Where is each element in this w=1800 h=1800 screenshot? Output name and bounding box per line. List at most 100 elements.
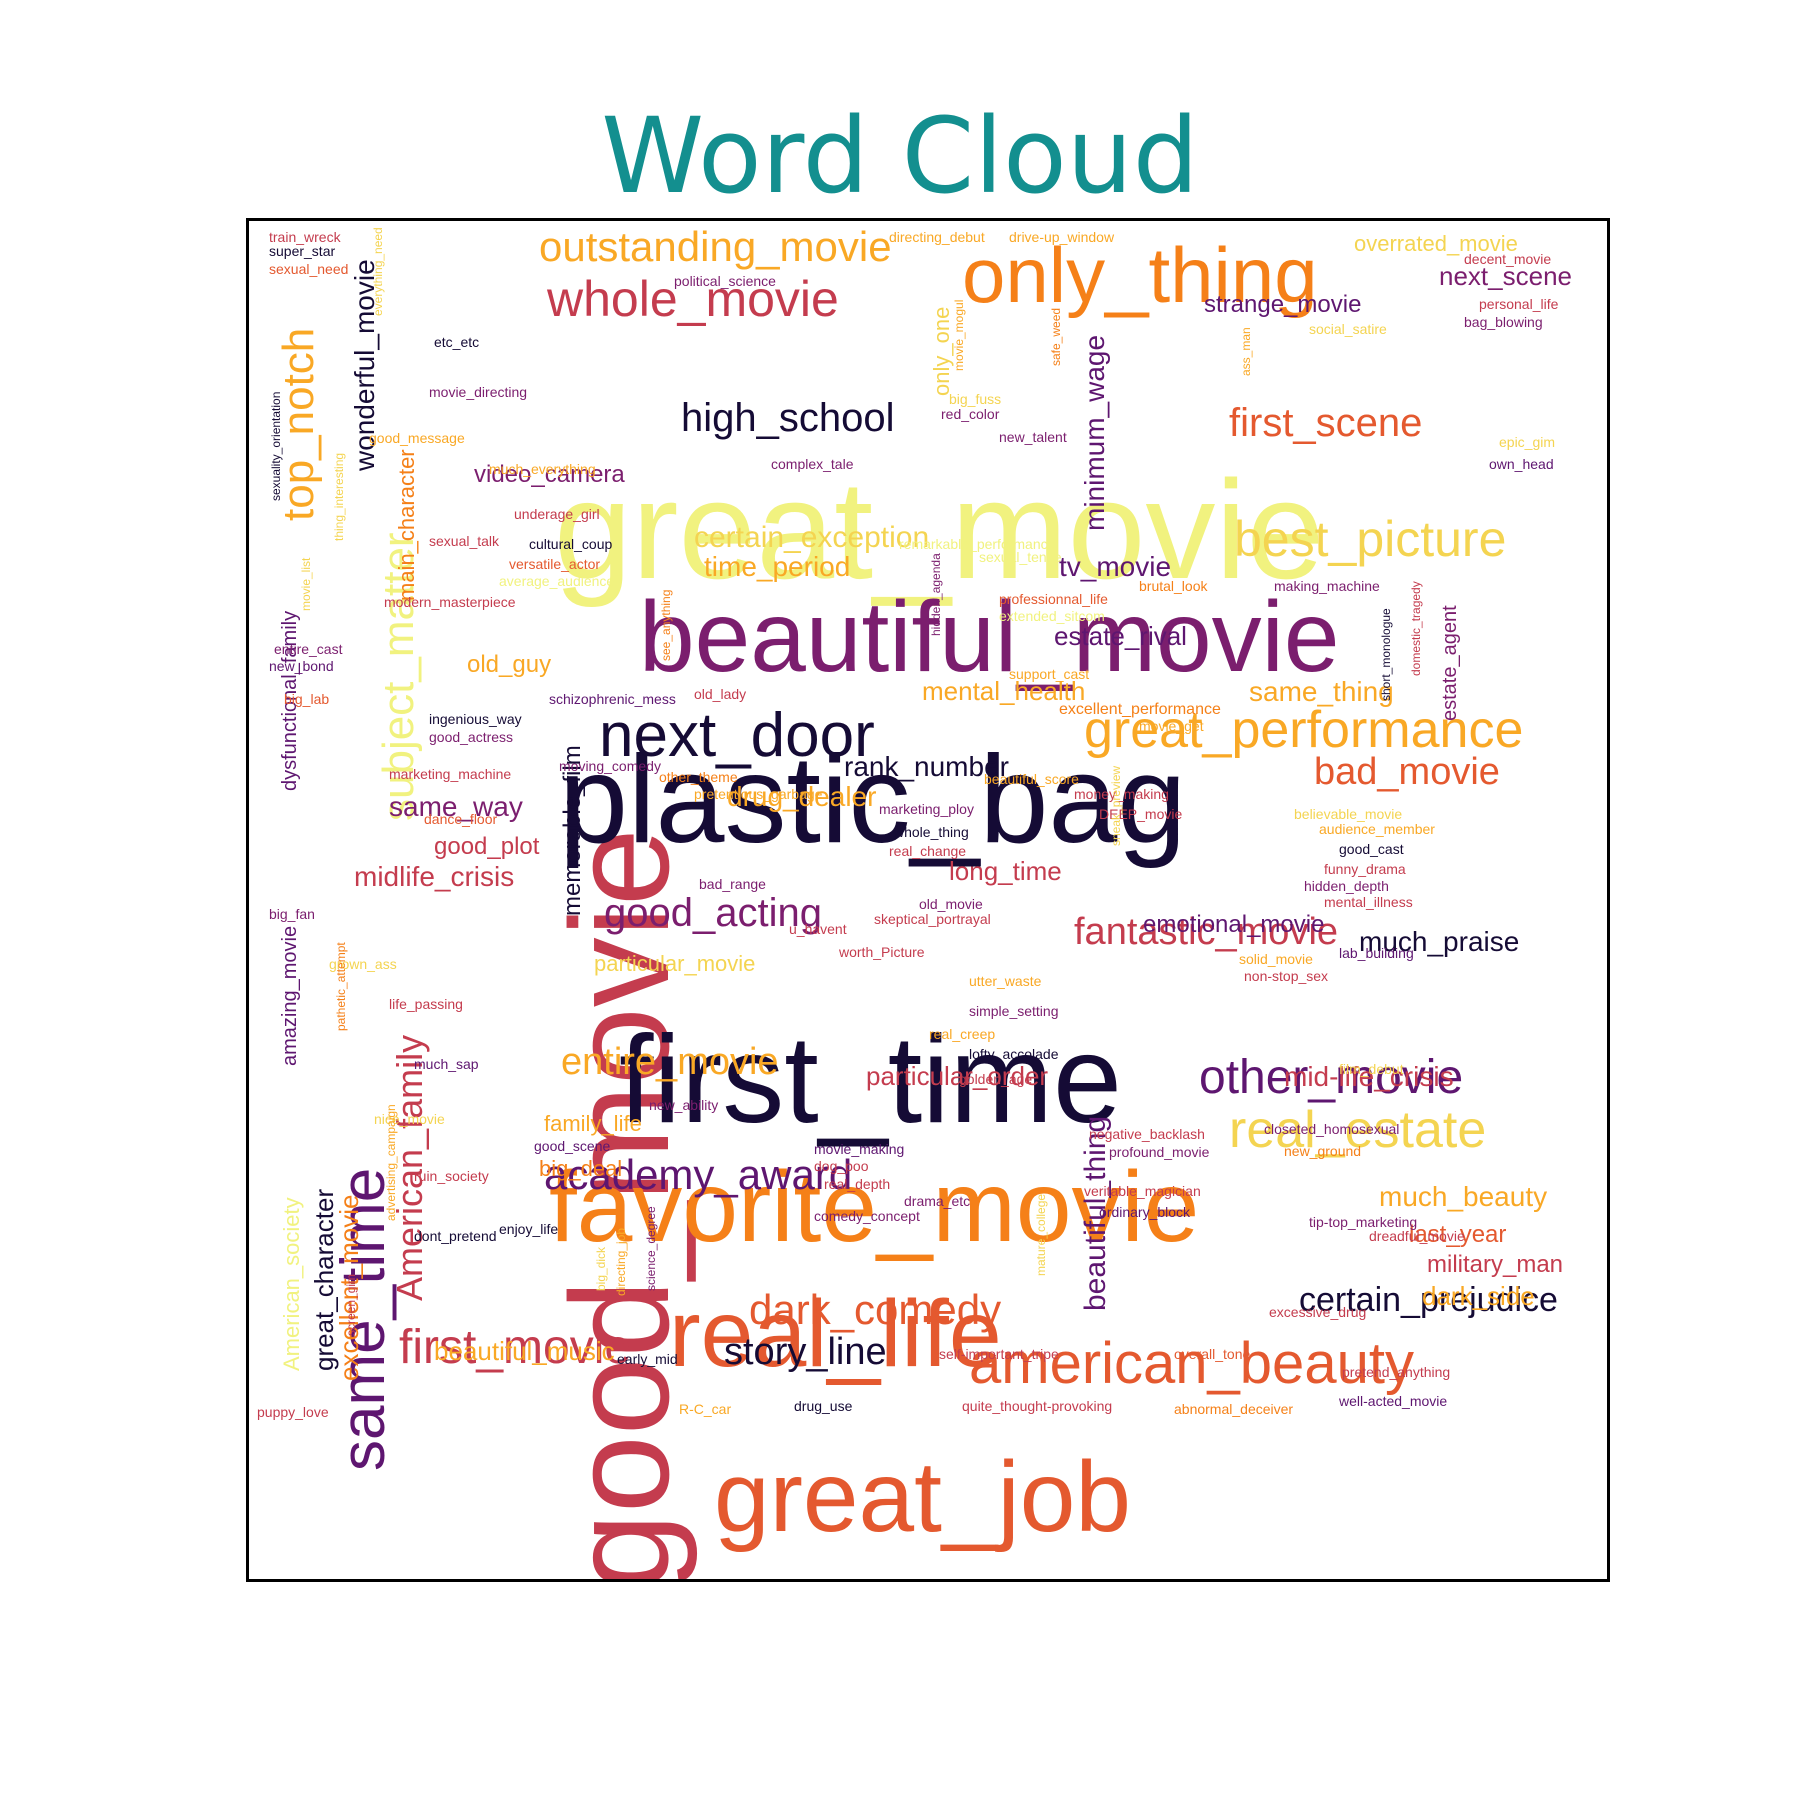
word-time-period: time_period — [704, 551, 850, 582]
word-u-havent: u_havent — [789, 921, 847, 937]
word-much-sap: much_sap — [414, 1056, 479, 1072]
word-skeptical-portrayal: skeptical_portrayal — [874, 911, 991, 927]
word-whole-movie: whole_movie — [546, 271, 839, 327]
word-only-thing: only_thing — [962, 231, 1318, 319]
word-domestic-tragedy: domestic_tragedy — [1409, 581, 1423, 676]
word-whole-thing: whole_thing — [893, 824, 969, 840]
word-particular-movie: particular_movie — [594, 951, 755, 976]
word-own-head: own_head — [1489, 456, 1554, 472]
word-moving-comedy: moving_comedy — [559, 758, 661, 774]
word-estate-agent: estate_agent — [1439, 605, 1461, 721]
word-everything-need: everything_need — [371, 227, 385, 316]
word-ordinary-block: ordinary_block — [1099, 1204, 1191, 1220]
word-good-plot: good_plot — [434, 833, 540, 860]
word-directing-job: directing_job — [614, 1228, 628, 1296]
word-audience-member: audience_member — [1319, 821, 1435, 837]
word-big-deal: big_deal — [539, 1156, 622, 1181]
word-solid-movie: solid_movie — [1239, 951, 1313, 967]
word-sexuality-orientation: sexuality_orientation — [269, 392, 283, 501]
word-story-line: story_line — [724, 1331, 887, 1373]
word-good-movie: good_movie — [541, 828, 698, 1579]
word-personal-life: personal_life — [1479, 296, 1559, 312]
word-bad-movie: bad_movie — [1314, 751, 1500, 793]
word-thing-interesting: thing_interesting — [332, 453, 346, 541]
word-mental-health: mental_health — [922, 676, 1085, 706]
word-good-actress: good_actress — [429, 729, 513, 745]
word-new-talent: new_talent — [999, 429, 1067, 445]
word-well-acted-movie: well-acted_movie — [1338, 1393, 1447, 1409]
word-hidden-agenda: hidden_agenda — [929, 553, 943, 636]
word-old-guy: old_guy — [467, 651, 551, 678]
word-underage-girl: underage_girl — [514, 506, 600, 522]
word-drug-use: drug_use — [794, 1398, 853, 1414]
word-sneak-preview: sneak_preview — [1109, 766, 1123, 846]
word-film-debut: film_debut — [1339, 1061, 1404, 1077]
word-new-ability: new_ability — [649, 1097, 718, 1113]
word-drive-up-window: drive-up_window — [1009, 229, 1115, 245]
word-minimum-wage: minimum_wage — [1079, 335, 1110, 531]
word-good-message: good_message — [369, 430, 465, 446]
word-excellent-movie: excellent_movie — [334, 1195, 364, 1381]
word-next-scene: next_scene — [1439, 261, 1572, 291]
word-deep-movie: DEEP_movie — [1099, 806, 1182, 822]
word-overall-tone: overall_tone — [1174, 1346, 1250, 1362]
word-directing-debut: directing_debut — [889, 229, 985, 245]
word-etc-etc: etc_etc — [434, 334, 479, 350]
word-plastic-bag: plastic_bag — [559, 731, 1186, 869]
word-grown-ass: grown_ass — [329, 956, 397, 972]
word-pathetic-attempt: pathetic_attempt — [334, 942, 348, 1031]
word-marketing-ploy: marketing_ploy — [879, 801, 974, 817]
word-sexual-need: sexual_need — [269, 261, 348, 277]
word-same-way: same_way — [389, 791, 523, 822]
word-midlife-crisis: midlife_crisis — [354, 861, 514, 892]
word-dark-side: dark_side — [1422, 1281, 1535, 1311]
word-dreadful-movie: dreadful_movie — [1369, 1228, 1465, 1244]
word-complex-tale: complex_tale — [771, 456, 854, 472]
word-professionnal-life: professionnal_life — [999, 591, 1108, 607]
word-entire-movie: entire_movie — [561, 1041, 779, 1083]
word-pretend-anything: pretend_anything — [1342, 1364, 1450, 1380]
word-making-machine: making_machine — [1274, 578, 1380, 594]
word-other-theme: other_theme — [659, 769, 738, 785]
word-new-bond: new_bond — [269, 658, 334, 674]
word-real-depth: real_depth — [824, 1176, 890, 1192]
word-dont-pretend: dont_pretend — [414, 1228, 497, 1244]
word-quite-thought-provoking: quite_thought-provoking — [962, 1398, 1112, 1414]
word-golden-age: golden_age — [959, 1071, 1032, 1087]
word-movie-get: movie_get — [1139, 718, 1204, 734]
word-certain-exception: certain_exception — [694, 521, 929, 554]
word-super-star: super_star — [269, 243, 335, 259]
word-excessive-drug: excessive_drug — [1269, 1304, 1366, 1320]
word-outstanding-movie: outstanding_movie — [539, 223, 892, 270]
word-simple-setting: simple_setting — [969, 1003, 1059, 1019]
word-believable-movie: believable_movie — [1294, 806, 1402, 822]
word-big-dick: big_dick — [594, 1246, 608, 1291]
word-political-science: political_science — [674, 273, 776, 289]
word-beautiful-score: beautiful_score — [984, 771, 1079, 787]
word-puppy-love: puppy_love — [257, 1404, 329, 1420]
word-great-character: great_character — [309, 1189, 339, 1371]
word-advertising-campaign: advertising_campaign — [384, 1104, 398, 1221]
word-decent-movie: decent_movie — [1464, 251, 1551, 267]
word-see-anything: see_anything — [659, 590, 673, 661]
word-family-life: family_life — [544, 1111, 642, 1136]
word-movie-list: movie_list — [299, 557, 313, 611]
cloud-title: Word Cloud — [601, 95, 1199, 217]
word-great-performance: great_performance — [1084, 701, 1523, 759]
word-last-year: last_year — [1409, 1221, 1506, 1248]
word-lofty-accolade: lofty_accolade — [969, 1046, 1059, 1062]
word-nice-movie: nice_movie — [374, 1111, 445, 1127]
word-self-important-tripe: self-important_tripe — [939, 1346, 1059, 1362]
word-subject-matter: subject_matter — [374, 532, 423, 821]
word-dance-floor: dance_floor — [424, 811, 498, 827]
word-first-scene: first_scene — [1229, 401, 1422, 445]
word-marketing-machine: marketing_machine — [389, 766, 511, 782]
word-big-fuss: big_fuss — [949, 391, 1001, 407]
word-life-passing: life_passing — [389, 996, 463, 1012]
word-favorite-movie: favorite_movie — [549, 1151, 1199, 1263]
word-beautiful-music: beautiful_music — [434, 1336, 615, 1366]
word-main-character: main_character — [394, 449, 419, 601]
word-money-making: money_making — [1074, 786, 1169, 802]
word-negative-backlash: negative_backlash — [1089, 1126, 1205, 1142]
